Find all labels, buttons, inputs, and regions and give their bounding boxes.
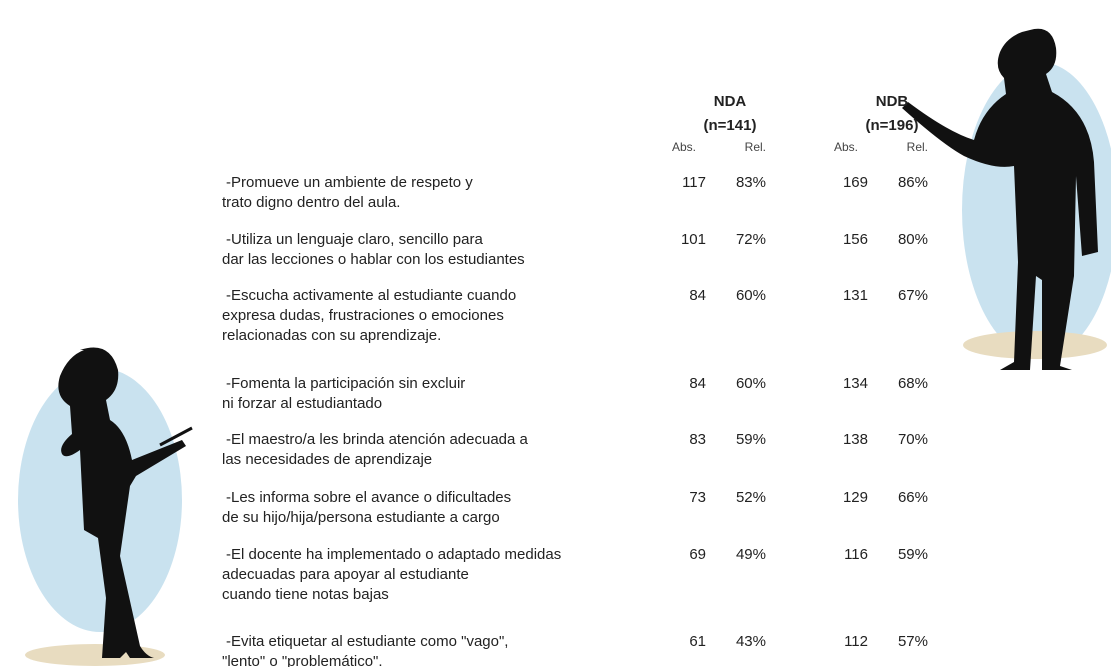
column-header: Rel.	[745, 140, 766, 154]
cell-value: 43%	[736, 633, 766, 650]
cell-value: 67%	[898, 287, 928, 304]
row-label: -El maestro/a les brinda atención adecua…	[226, 431, 529, 448]
cell-value: 116	[844, 546, 868, 563]
cell-value: 59%	[898, 546, 928, 563]
group-n: (n=141)	[704, 117, 757, 134]
cell-value: 138	[843, 431, 868, 448]
row-label: expresa dudas, frustraciones o emociones	[222, 307, 504, 324]
row-label: -Utiliza un lenguaje claro, sencillo par…	[226, 231, 483, 248]
row-label: relacionadas con su aprendizaje.	[222, 327, 441, 344]
column-header: Abs.	[834, 140, 858, 154]
cell-value: 80%	[898, 231, 928, 248]
cell-value: 52%	[736, 489, 766, 506]
row-label: -Les informa sobre el avance o dificulta…	[226, 489, 511, 506]
cell-value: 83	[689, 431, 706, 448]
cell-value: 169	[843, 174, 868, 191]
cell-value: 84	[689, 375, 706, 392]
row-label: cuando tiene notas bajas	[222, 586, 389, 603]
row-label: "lento" o "problemático".	[222, 653, 383, 667]
left-figure	[18, 347, 193, 666]
cell-value: 69	[689, 546, 706, 563]
column-header: Rel.	[907, 140, 928, 154]
row-label: ni forzar al estudiantado	[222, 395, 382, 412]
row-label: las necesidades de aprendizaje	[222, 451, 432, 468]
cell-value: 61	[689, 633, 706, 650]
cell-value: 68%	[898, 375, 928, 392]
group-title: NDB	[876, 93, 909, 110]
cell-value: 84	[689, 287, 706, 304]
right-figure	[902, 28, 1111, 371]
cell-value: 73	[689, 489, 706, 506]
cell-value: 60%	[736, 287, 766, 304]
cell-value: 131	[843, 287, 868, 304]
row-label: dar las lecciones o hablar con los estud…	[222, 251, 525, 268]
cell-value: 156	[843, 231, 868, 248]
cell-value: 49%	[736, 546, 766, 563]
cell-value: 129	[843, 489, 868, 506]
cell-value: 66%	[898, 489, 928, 506]
cell-value: 59%	[736, 431, 766, 448]
cell-value: 83%	[736, 174, 766, 191]
row-label: -El docente ha implementado o adaptado m…	[226, 546, 561, 563]
cell-value: 134	[843, 375, 868, 392]
row-label: trato digno dentro del aula.	[222, 194, 400, 211]
row-label: -Promueve un ambiente de respeto y	[226, 174, 473, 191]
cell-value: 57%	[898, 633, 928, 650]
row-label: -Fomenta la participación sin excluir	[226, 375, 465, 392]
cell-value: 72%	[736, 231, 766, 248]
row-label: -Evita etiquetar al estudiante como "vag…	[226, 633, 508, 650]
row-label: de su hijo/hija/persona estudiante a car…	[222, 509, 500, 526]
group-n: (n=196)	[866, 117, 919, 134]
cell-value: 86%	[898, 174, 928, 191]
cell-value: 117	[682, 174, 706, 191]
row-label: -Escucha activamente al estudiante cuand…	[226, 287, 516, 304]
cell-value: 70%	[898, 431, 928, 448]
cell-value: 60%	[736, 375, 766, 392]
row-label: adecuadas para apoyar al estudiante	[222, 566, 469, 583]
cell-value: 112	[844, 633, 868, 650]
group-title: NDA	[714, 93, 747, 110]
cell-value: 101	[681, 231, 706, 248]
column-header: Abs.	[672, 140, 696, 154]
